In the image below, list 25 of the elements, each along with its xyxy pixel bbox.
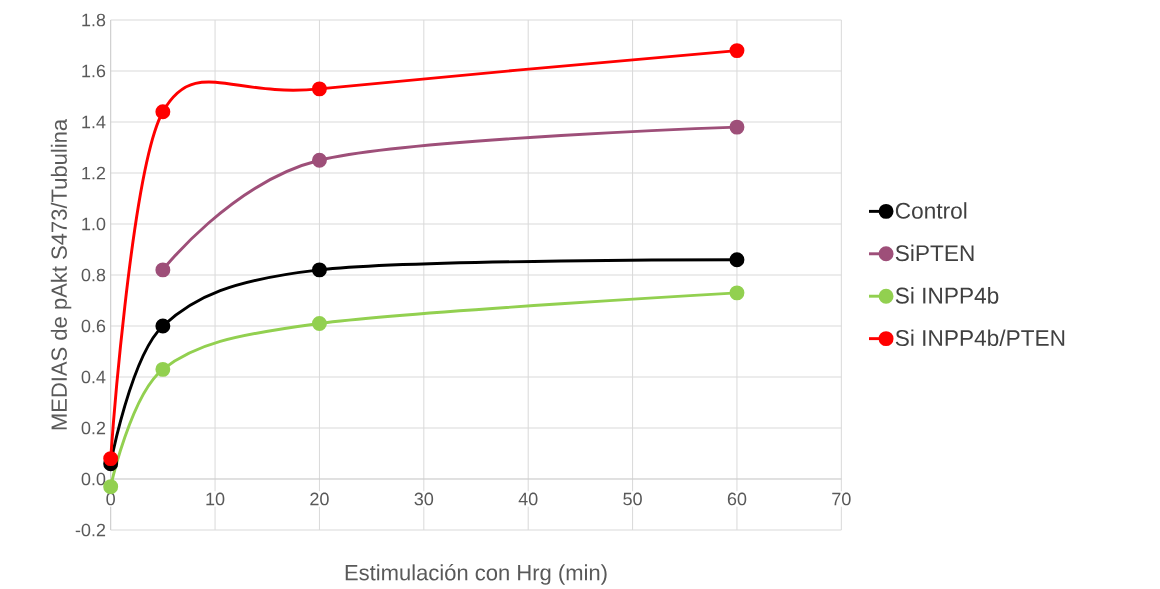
y-tick-label: 1.8 (82, 13, 106, 27)
x-tick-label: 70 (832, 492, 851, 506)
y-tick-label: -0.2 (75, 523, 106, 537)
legend-label: SiPTEN (895, 244, 974, 262)
x-tick-label: 0 (106, 492, 115, 506)
y-tick-label: 0.4 (81, 370, 106, 384)
x-tick-label: 60 (727, 492, 747, 506)
x-tick-label: 10 (206, 492, 225, 506)
y-tick-label: 0.0 (81, 472, 106, 486)
x-tick-label: 50 (623, 492, 642, 506)
y-tick-label: 0.8 (81, 268, 106, 282)
x-axis-title: Estimulación con Hrg (min) (345, 563, 607, 585)
legend-label: Control (895, 202, 967, 219)
y-tick-label: 1.6 (82, 64, 106, 78)
y-tick-label: 0.6 (81, 319, 106, 333)
x-tick-label: 40 (518, 492, 538, 506)
y-tick-label: 0.2 (81, 421, 106, 435)
x-tick-label: 20 (310, 492, 329, 506)
y-tick-label: 1.0 (82, 217, 106, 231)
y-tick-label: 1.4 (82, 115, 106, 129)
legend-label: Si INPP4b/PTEN (895, 329, 1065, 346)
x-tick-label: 30 (414, 492, 434, 506)
y-axis-title: MEDIAS de pAkt S473/Tubulina (50, 118, 72, 430)
legend-label: Si INPP4b (895, 286, 999, 304)
y-tick-label: 1.2 (82, 166, 106, 180)
